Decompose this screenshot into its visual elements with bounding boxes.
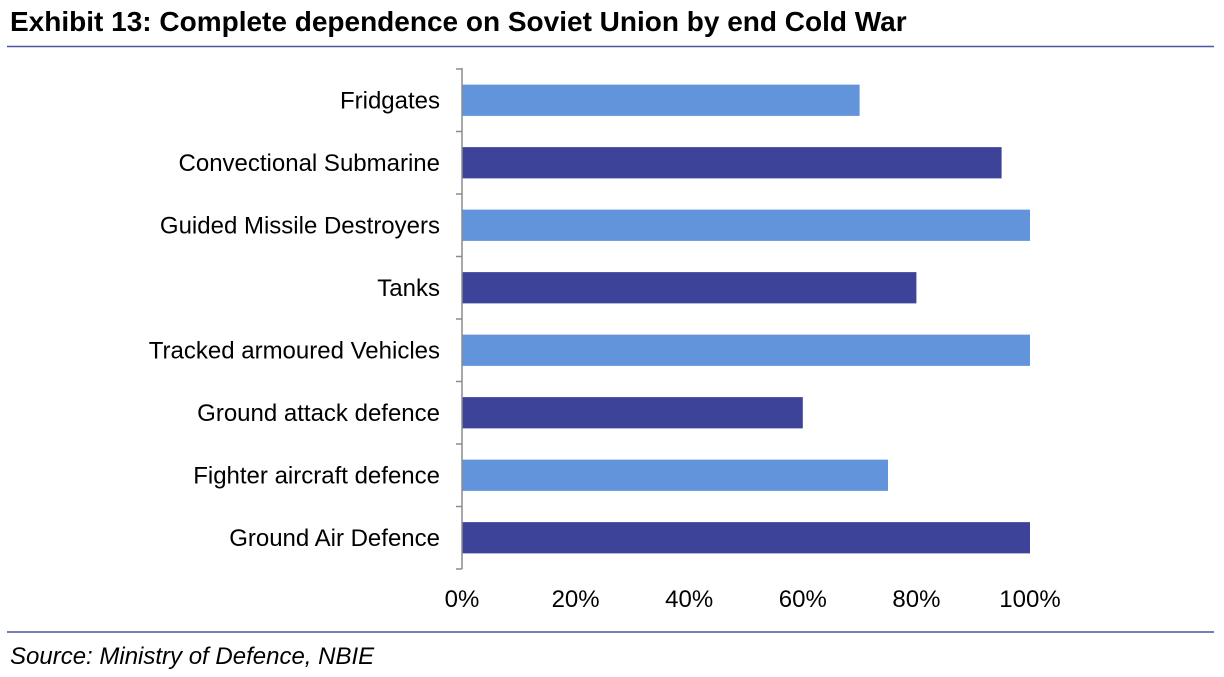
x-tick-label-20: 20% <box>552 586 600 613</box>
category-label-convectional-submarine: Convectional Submarine <box>179 150 440 177</box>
x-tick-label-80: 80% <box>892 586 940 613</box>
plot-area: Fridgates Convectional Submarine Guided Mi… <box>149 68 1061 613</box>
x-tick-label-40: 40% <box>665 586 713 613</box>
bar-guided-missile-destroyers <box>462 209 1030 241</box>
bar-fighter-aircraft-defence <box>462 459 888 491</box>
x-tick-label-60: 60% <box>779 586 827 613</box>
category-label-fridgates: Fridgates <box>340 87 440 114</box>
source-note: Source: Ministry of Defence, NBIE <box>10 643 375 670</box>
category-label-fighter-aircraft-defence: Fighter aircraft defence <box>193 462 440 489</box>
bar-fridgates <box>462 84 860 116</box>
bar-convectional-submarine <box>462 147 1002 179</box>
category-label-tanks: Tanks <box>377 275 440 302</box>
category-label-guided-missile-destroyers: Guided Missile Destroyers <box>160 212 440 239</box>
x-tick-label-0: 0% <box>445 586 480 613</box>
category-label-tracked-armoured-vehicles: Tracked armoured Vehicles <box>149 337 440 364</box>
chart-title: Exhibit 13: Complete dependence on Sovie… <box>10 6 907 37</box>
bar-ground-air-defence <box>462 522 1030 554</box>
x-tick-label-100: 100% <box>999 586 1060 613</box>
bar-tanks <box>462 272 917 304</box>
category-label-ground-attack-defence: Ground attack defence <box>197 400 440 427</box>
bar-ground-attack-defence <box>462 397 803 429</box>
bar-tracked-armoured-vehicles <box>462 334 1030 366</box>
category-label-ground-air-defence: Ground Air Defence <box>229 525 440 552</box>
